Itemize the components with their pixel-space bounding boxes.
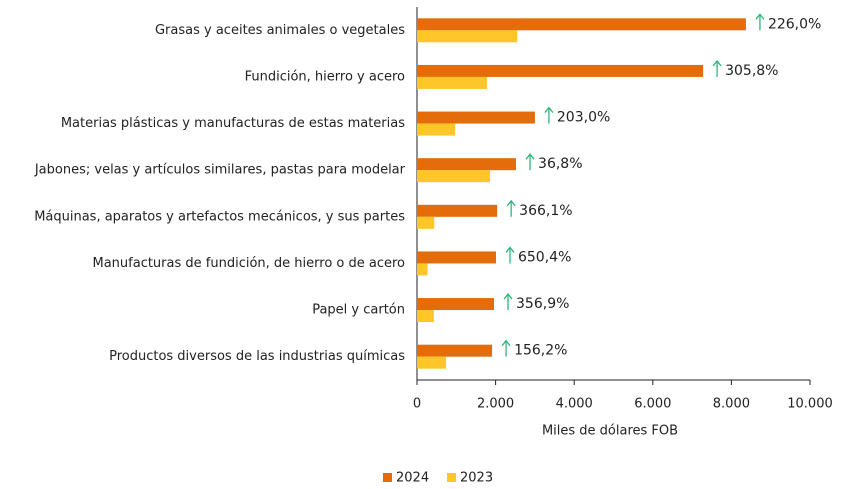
bar bbox=[417, 356, 447, 369]
arrow-head bbox=[506, 199, 516, 207]
bar bbox=[417, 216, 435, 229]
legend-label: 2024 bbox=[396, 471, 429, 486]
x-tick-label: 4.000 bbox=[556, 397, 593, 412]
arrow-head bbox=[712, 59, 722, 67]
bar bbox=[417, 344, 493, 357]
x-tick-label: 8.000 bbox=[713, 397, 750, 412]
bar bbox=[417, 111, 535, 124]
y-tick-label: Productos diversos de las industrias quí… bbox=[109, 349, 405, 364]
y-tick-label: Materias plásticas y manufacturas de est… bbox=[61, 116, 405, 131]
annotation: 156,2% bbox=[514, 343, 567, 359]
bar bbox=[417, 204, 498, 217]
x-tick-label: 0 bbox=[413, 397, 421, 412]
bar bbox=[417, 76, 487, 89]
bar bbox=[417, 298, 495, 311]
bar bbox=[417, 263, 428, 276]
bar bbox=[417, 170, 491, 183]
y-tick-label: Papel y cartón bbox=[312, 303, 405, 318]
annotation: 366,1% bbox=[519, 203, 572, 219]
annotation: 203,0% bbox=[557, 110, 610, 126]
bar bbox=[417, 18, 746, 31]
bar bbox=[417, 158, 517, 171]
arrow-head bbox=[525, 153, 535, 160]
x-tick-label: 10.000 bbox=[787, 397, 833, 412]
annotation: 305,8% bbox=[725, 63, 778, 79]
arrow-head bbox=[501, 339, 511, 347]
y-tick-label: Jabones; velas y artículos similares, pa… bbox=[34, 163, 406, 178]
legend-label: 2023 bbox=[460, 471, 493, 486]
x-tick-label: 6.000 bbox=[634, 397, 671, 412]
annotation: 36,8% bbox=[538, 156, 582, 172]
y-tick-label: Grasas y aceites animales o vegetales bbox=[155, 23, 405, 38]
y-tick-label: Máquinas, aparatos y artefactos mecánico… bbox=[34, 209, 405, 224]
x-axis-title: Miles de dólares FOB bbox=[542, 424, 678, 439]
bar bbox=[417, 123, 456, 136]
annotation: 356,9% bbox=[516, 296, 569, 312]
legend-swatch bbox=[383, 473, 392, 482]
bar bbox=[417, 64, 704, 77]
legend-swatch bbox=[447, 473, 456, 482]
annotation: 650,4% bbox=[518, 249, 571, 265]
x-tick-label: 2.000 bbox=[477, 397, 514, 412]
bar bbox=[417, 30, 518, 43]
y-tick-label: Fundición, hierro y acero bbox=[245, 69, 405, 84]
arrow-head bbox=[505, 246, 515, 253]
arrow-head bbox=[503, 293, 513, 300]
y-tick-label: Manufacturas de fundición, de hierro o d… bbox=[92, 256, 405, 271]
arrow-head bbox=[755, 13, 765, 20]
bar bbox=[417, 310, 434, 323]
arrow-head bbox=[544, 106, 554, 113]
bar bbox=[417, 251, 496, 264]
annotation: 226,0% bbox=[768, 16, 821, 32]
